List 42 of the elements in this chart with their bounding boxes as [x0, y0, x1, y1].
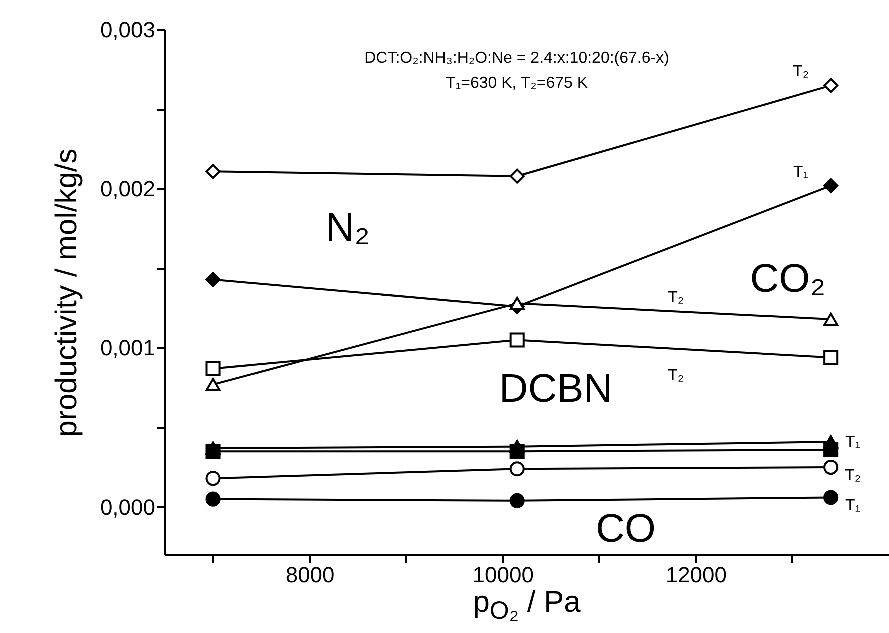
y-tick-label: 0,003: [100, 18, 156, 42]
point: [206, 272, 221, 288]
point: [206, 471, 221, 486]
point: [824, 312, 839, 326]
y-tick-label: 0,002: [100, 176, 156, 202]
annotation: DCT:O₂:NH₃:H₂O:Ne = 2.4:x:10:20:(67.6-x): [364, 50, 670, 67]
point: [206, 492, 221, 507]
x-tick-label: 10000: [472, 562, 534, 588]
x-axis-title: p$_{O₂}$ / Pa: [472, 586, 582, 625]
series-label: T₂: [668, 368, 684, 385]
point: [824, 178, 839, 194]
point: [206, 444, 221, 460]
point: [510, 444, 525, 460]
point: [824, 460, 839, 476]
y-tick-label: 0,001: [100, 336, 156, 361]
annotation: CO: [596, 507, 656, 551]
annotation: N₂: [326, 206, 370, 250]
point: [510, 332, 525, 348]
y-tick-label: 0,000: [100, 494, 156, 520]
series-label: T₂: [793, 64, 810, 81]
point: [510, 168, 525, 184]
annotation: DCBN: [499, 367, 613, 411]
point: [824, 78, 839, 94]
point: [206, 378, 221, 392]
series-label: T₂: [668, 290, 684, 307]
x-tick-label: 8000: [286, 562, 335, 588]
point: [824, 442, 839, 458]
point: [824, 490, 839, 506]
y-axis-title: productivity / mol/kg/s: [50, 148, 84, 438]
annotation: CO₂: [750, 257, 826, 301]
point: [510, 493, 525, 508]
annotation: T₁=630 K, T₂=675 K: [446, 75, 588, 92]
series-label: T₁: [845, 434, 861, 452]
series-label: T₂: [845, 468, 862, 484]
point: [510, 462, 525, 477]
point: [206, 361, 221, 376]
point: [206, 164, 221, 180]
series-label: T₁: [845, 498, 861, 515]
series-label: T₁: [793, 164, 809, 181]
x-tick-label: 12000: [666, 562, 728, 588]
point: [510, 296, 525, 310]
point: [824, 350, 839, 366]
